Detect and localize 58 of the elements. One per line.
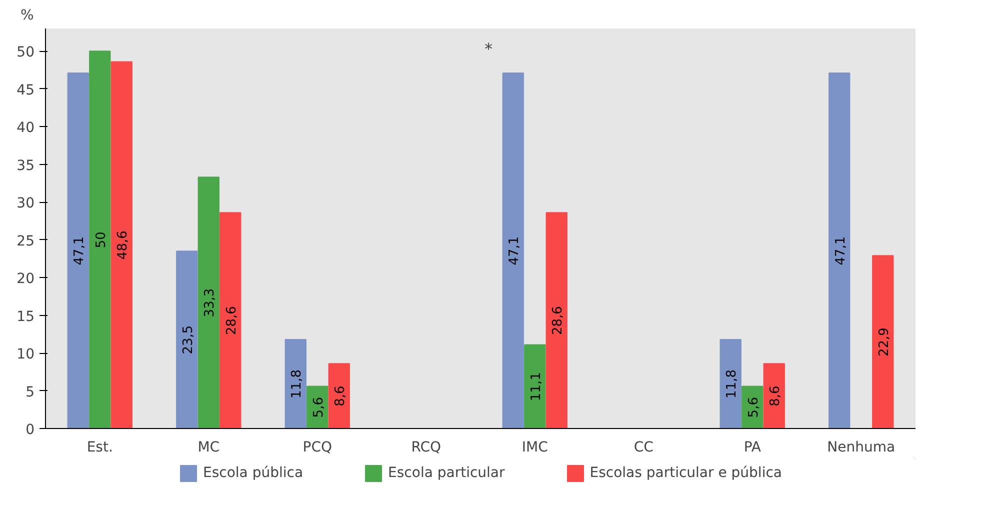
bar — [220, 212, 242, 428]
bar — [176, 250, 198, 428]
bar — [742, 386, 764, 428]
y-tick-label: 5 — [26, 384, 35, 400]
bar — [828, 72, 850, 428]
y-tick-label: 35 — [16, 158, 35, 174]
y-tick-label: 40 — [16, 120, 35, 136]
x-tick-label: PCQ — [302, 440, 332, 456]
x-tick-label: MC — [198, 440, 220, 456]
data-label: 8,6 — [768, 386, 784, 406]
x-tick-label: IMC — [522, 440, 548, 456]
legend-label: Escola particular — [388, 465, 505, 481]
data-label: 47,1 — [72, 236, 88, 266]
y-tick-label: 20 — [16, 271, 35, 288]
y-tick-label: 30 — [16, 196, 35, 212]
legend-label: Escolas particular e pública — [590, 465, 782, 481]
bar — [524, 344, 546, 428]
y-tick-label: 50 — [16, 44, 35, 61]
bar — [67, 72, 89, 428]
data-label: 11,1 — [528, 372, 544, 402]
x-tick-label: Est. — [86, 440, 113, 456]
data-label: 50 — [94, 232, 109, 248]
data-label: 5,6 — [746, 397, 762, 418]
x-tick-label: Nenhuma — [827, 440, 896, 456]
bar — [720, 338, 742, 428]
data-label: 11,8 — [290, 369, 305, 398]
x-tick-label: PA — [744, 440, 762, 456]
bar — [110, 61, 132, 428]
data-label: 47,1 — [833, 236, 848, 266]
bar — [872, 255, 894, 428]
bar — [284, 338, 306, 428]
data-label: 28,6 — [550, 306, 566, 336]
legend-label: Escola pública — [203, 465, 304, 481]
x-tick-label: RCQ — [411, 440, 442, 456]
y-tick-label: 0 — [26, 422, 35, 438]
y-tick-label: 45 — [16, 82, 35, 98]
x-tick-label: CC — [634, 440, 654, 456]
data-label: 28,6 — [224, 306, 240, 336]
bar — [198, 176, 220, 428]
data-label: 48,6 — [116, 230, 131, 260]
data-label: 47,1 — [507, 236, 522, 266]
bar — [763, 363, 785, 428]
y-tick-label: 10 — [16, 346, 35, 363]
y-tick-label: 25 — [16, 233, 35, 250]
bar — [328, 363, 350, 428]
data-label: 5,6 — [311, 397, 326, 418]
y-tick-label: 15 — [16, 308, 35, 325]
data-label: 22,9 — [876, 328, 892, 357]
data-label: 23,5 — [180, 325, 196, 354]
bar — [502, 72, 524, 428]
data-label: 33,3 — [202, 288, 218, 318]
data-label: 8,6 — [333, 386, 348, 406]
data-label: 11,8 — [724, 369, 740, 398]
bar — [306, 386, 328, 428]
bar — [89, 50, 111, 428]
y-axis-title: % — [20, 8, 34, 24]
annotation: * — [484, 40, 492, 58]
bar — [546, 212, 568, 428]
